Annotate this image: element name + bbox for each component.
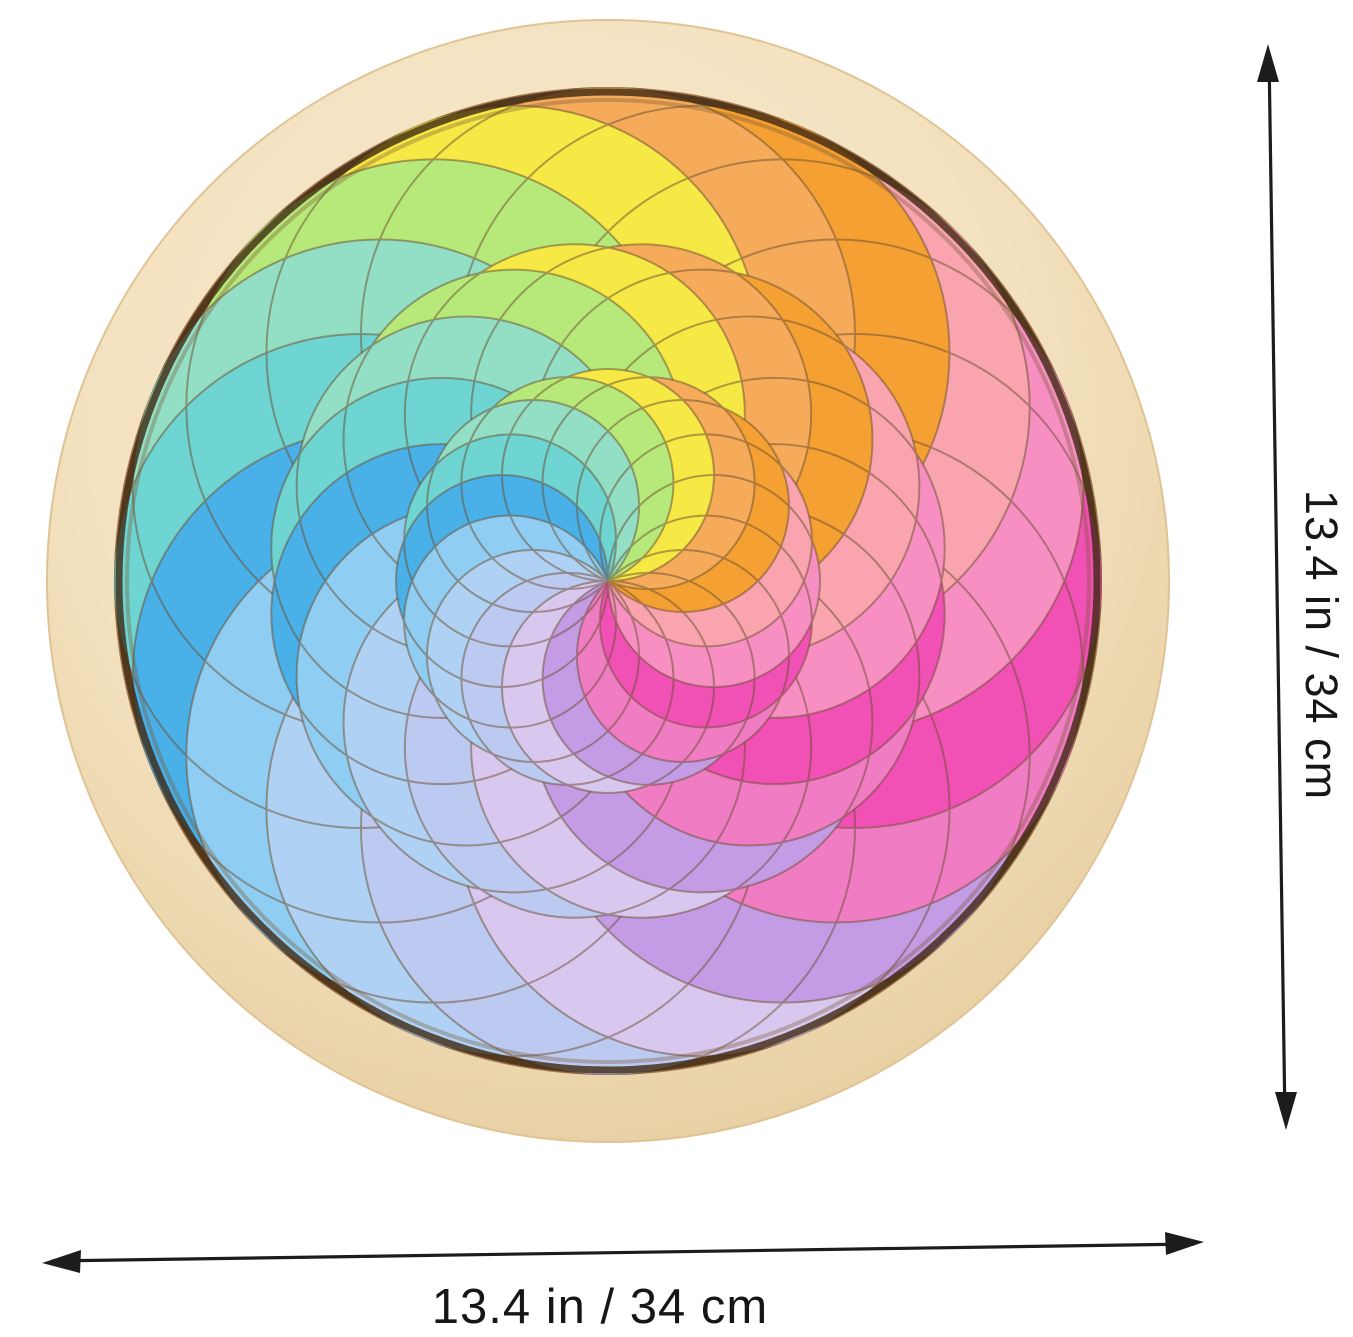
arrow-head-right-icon — [1165, 1232, 1204, 1255]
ring-inner — [396, 369, 820, 793]
arrow-head-down-icon — [1275, 1092, 1297, 1130]
ring-inner-seams — [395, 368, 821, 794]
rim-inner-shadow — [125, 98, 1091, 1064]
rim-shadow-ring — [115, 88, 1101, 1074]
dimension-arrow-horizontal — [42, 1232, 1204, 1273]
arrow-head-up-icon — [1257, 44, 1279, 82]
horizontal-dimension-label: 13.4 in / 34 cm — [431, 1280, 769, 1334]
puzzle-piece-inner-15 — [427, 400, 640, 613]
arrow-head-left-icon — [42, 1250, 81, 1273]
dimension-arrow-vertical — [1257, 44, 1297, 1130]
puzzle-pieces — [114, 87, 1102, 1075]
vertical-dimension-label: 13.4 in / 34 cm — [1296, 489, 1347, 801]
